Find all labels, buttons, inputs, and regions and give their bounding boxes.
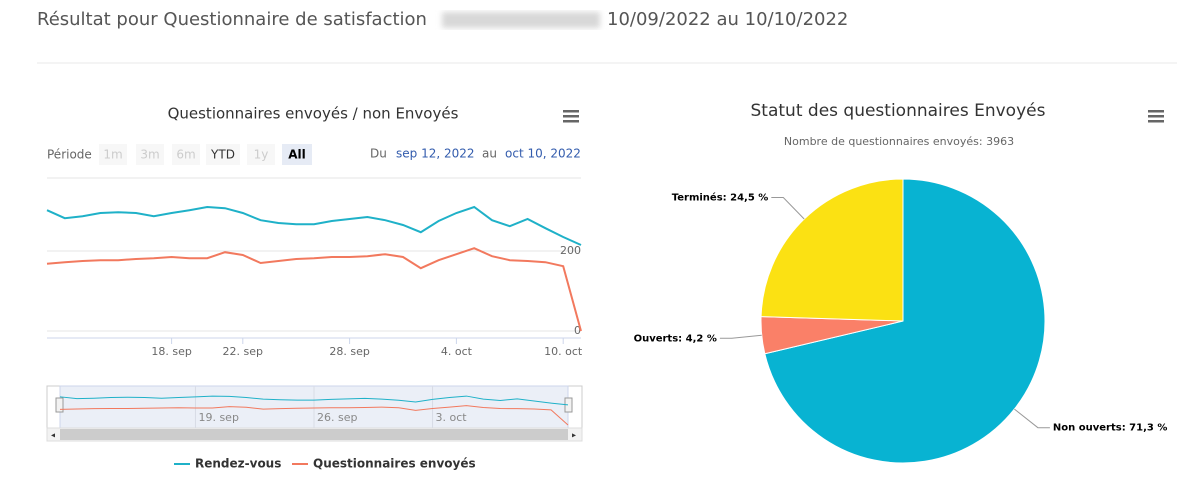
menu-bar [563,120,579,123]
series-line [46,247,582,332]
x-tick-label: 18. sep [151,345,191,358]
legend-label[interactable]: Questionnaires envoyés [313,457,476,471]
pie-slice [760,178,904,322]
menu-button[interactable] [1148,110,1164,123]
chart-subtitle: Nombre de questionnaires envoyés: 3963 [784,135,1014,148]
range-label: Période [47,148,92,162]
x-tick-label: 22. sep [223,345,263,358]
range-to-label: au [482,147,497,161]
range-button-label[interactable]: 1m [103,148,122,162]
range-button[interactable] [172,144,200,165]
menu-bar [563,110,579,113]
x-tick-label: 28. sep [329,345,369,358]
leader-line [1014,408,1050,429]
y-tick-label: 0 [574,324,581,337]
navigator-line [59,405,569,426]
range-from-label: Du [370,147,387,161]
menu-button[interactable] [563,110,579,123]
range-button-label[interactable]: All [288,148,306,162]
range-button-label[interactable]: 3m [140,148,159,162]
data-label: Non ouverts: 71,3 % [1053,423,1167,434]
page-title: Résultat pour Questionnaire de satisfact… [37,9,427,30]
range-button-label[interactable]: 1y [254,148,269,162]
x-tick-label: 4. oct [441,345,473,358]
x-tick-label: 10. oct [544,345,583,358]
menu-bar [1148,120,1164,123]
y-tick-label: 200 [560,244,581,257]
legend-label[interactable]: Rendez-vous [195,457,281,471]
menu-bar [1148,110,1164,113]
data-label: Ouverts: 4,2 % [634,333,717,344]
range-button[interactable] [282,144,312,165]
data-label: Terminés: 24,5 % [672,191,769,203]
navigator-tick-label: 19. sep [198,411,238,424]
navigator-line [59,395,569,406]
scrollbar-thumb[interactable] [60,429,568,440]
series-line [46,205,582,246]
pie-slice [764,178,1046,464]
range-button-label[interactable]: 6m [176,148,195,162]
chart-title: Statut des questionnaires Envoyés [751,101,1046,121]
scroll-right[interactable]: ▸ [572,431,576,440]
range-button[interactable] [206,144,240,165]
menu-bar [1148,115,1164,118]
menu-bar [563,115,579,118]
navigator-handle[interactable] [55,397,64,413]
blurred-text [442,12,600,28]
range-from[interactable]: sep 12, 2022 [396,147,475,161]
scroll-left[interactable]: ◂ [51,431,55,440]
navigator-tick-label: 3. oct [436,411,468,424]
range-button[interactable] [136,144,164,165]
chart-title: Questionnaires envoyés / non Envoyés [168,105,459,123]
leader-line [719,334,762,339]
leader-line [771,196,805,220]
range-button[interactable] [99,144,127,165]
range-button-label[interactable]: YTD [210,148,235,162]
range-button[interactable] [247,144,275,165]
range-to[interactable]: oct 10, 2022 [505,147,581,161]
page-period: 10/09/2022 au 10/10/2022 [607,9,848,30]
navigator-tick-label: 26. sep [317,411,357,424]
